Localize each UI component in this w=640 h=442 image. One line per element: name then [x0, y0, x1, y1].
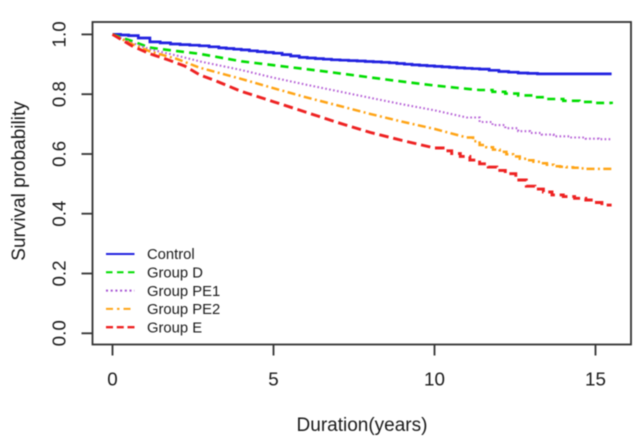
svg-text:15: 15: [585, 369, 606, 390]
svg-text:Group PE2: Group PE2: [147, 302, 220, 318]
svg-text:0.0: 0.0: [48, 320, 69, 346]
svg-text:Group E: Group E: [147, 320, 202, 336]
svg-text:0.4: 0.4: [48, 201, 69, 227]
svg-text:0.6: 0.6: [49, 141, 70, 167]
svg-text:0: 0: [107, 368, 117, 389]
svg-text:Survival probability: Survival probability: [9, 101, 30, 261]
svg-text:Control: Control: [147, 247, 195, 263]
svg-text:10: 10: [424, 369, 445, 390]
svg-text:1.0: 1.0: [49, 21, 70, 47]
svg-text:Duration(years): Duration(years): [297, 415, 428, 436]
svg-text:0.8: 0.8: [49, 81, 70, 107]
svg-text:Group D: Group D: [147, 265, 203, 281]
svg-text:Group PE1: Group PE1: [147, 284, 220, 300]
svg-text:5: 5: [268, 368, 278, 389]
svg-text:0.2: 0.2: [48, 260, 69, 286]
